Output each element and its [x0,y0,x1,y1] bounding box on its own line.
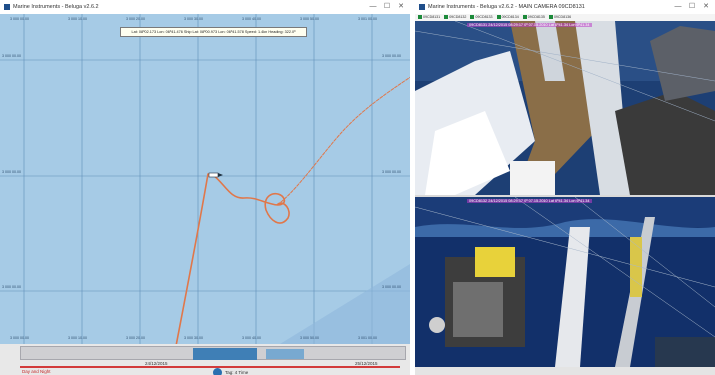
camera-label: 09CD8136 [553,15,572,19]
position-info-box: Lat: 08º02.173 Lon: 06º41.476 Ship Lat: … [120,27,307,37]
timeline-marker-bar [20,366,400,368]
timeline-track[interactable] [20,346,406,360]
camera-toggle[interactable]: 09CD8135 [522,14,545,21]
map-canvas[interactable] [0,14,410,344]
lat-tick-right: 3 000 00.00 [382,170,401,174]
lat-tick-right: 3 000 00.00 [382,285,401,289]
lat-tick-right: 3 000 00.00 [382,54,401,58]
lat-tick: 3 000 00.00 [2,170,21,174]
camera-label: 09CD8134 [501,15,519,19]
camera-feed-top[interactable]: 09CD8131 24/12/2015 08:29:17 0º 07.15.20… [415,21,715,195]
lon-tick: 3 000 00.00 [10,17,29,21]
timeline-knob[interactable] [213,368,222,375]
map-window: Marine Instruments - Beluga v2.6.2 — ☐ ✕ [0,0,410,375]
minimize-button[interactable]: — [369,3,377,10]
map-titlebar: Marine Instruments - Beluga v2.6.2 — ☐ ✕ [0,0,410,15]
checkbox-icon [548,14,553,19]
vessel-track [175,76,410,344]
lon-tick-bottom: 3 000 30.00 [184,336,203,340]
lon-tick: 3 000 40.00 [242,17,261,21]
checkbox-icon [444,14,449,19]
timeline-date-start: 24/12/2015 [145,361,168,366]
lon-tick-bottom: 3 000 50.00 [300,336,319,340]
camera-window: Marine Instruments - Beluga v2.6.2 - MAI… [415,0,715,367]
camera-overlay-text: 09CD8132 24/12/2015 08:29:17 0º 07.15.20… [467,199,592,203]
vessel-icon[interactable] [208,172,223,178]
camera-label: 09CD8135 [527,15,545,19]
timeline-status: Tag: 4 Time [225,370,249,375]
close-button[interactable]: ✕ [398,3,404,10]
checkbox-icon [496,14,501,19]
camera-image-top [415,21,715,195]
camera-window-title: Marine Instruments - Beluga v2.6.2 - MAI… [428,4,585,10]
lat-tick: 3 000 00.00 [2,54,21,58]
camera-toggle[interactable]: 09CD8131 [418,14,440,21]
checkbox-icon [470,14,475,19]
lon-tick: 3 000 20.00 [126,17,145,21]
map-window-title: Marine Instruments - Beluga v2.6.2 [13,4,99,10]
lon-tick: 3 001 00.00 [358,17,377,21]
timeline-panel: 24/12/2015 25/12/2015 Day and Night Tag:… [0,344,410,375]
lon-tick-bottom: 3 001 00.00 [358,336,377,340]
lat-tick: 3 000 00.00 [2,285,21,289]
camera-label: 09CD8132 [449,15,467,19]
camera-toggle[interactable]: 09CD8133 [470,14,493,21]
timeline-selection[interactable] [193,348,257,360]
maximize-button[interactable]: ☐ [688,3,696,10]
map-grid [0,14,410,344]
map-shaded-region [280,264,410,344]
camera-toggle[interactable]: 09CD8134 [496,14,519,21]
camera-overlay-text: 09CD8131 24/12/2015 08:29:17 0º 07.15.20… [467,23,592,27]
checkbox-icon [418,14,422,19]
sea-map[interactable]: 3 000 00.00 3 000 10.00 3 000 20.00 3 00… [0,14,410,344]
camera-image-bottom [415,197,715,367]
timeline-secondary-range [266,349,304,359]
lon-tick-bottom: 3 000 10.00 [68,336,87,340]
camera-toggle[interactable]: 09CD8136 [548,14,572,21]
camera-label: 09CD8133 [475,15,493,19]
app-icon [419,4,425,10]
checkbox-icon [522,14,527,19]
day-night-label: Day and Night [22,369,51,374]
camera-feed-bottom[interactable]: 09CD8132 24/12/2015 08:29:17 0º 07.15.20… [415,197,715,367]
lon-tick: 3 000 30.00 [184,17,203,21]
close-button[interactable]: ✕ [703,3,709,10]
lon-tick: 3 000 50.00 [300,17,319,21]
camera-toolbar: 09CD8131 09CD8132 09CD8133 09CD8134 09CD… [415,14,715,21]
minimize-button[interactable]: — [674,3,682,10]
camera-label: 09CD8131 [423,15,441,19]
camera-status-strip [415,367,715,375]
lon-tick: 3 000 10.00 [68,17,87,21]
camera-toggle[interactable]: 09CD8132 [444,14,466,21]
app-icon [4,4,10,10]
timeline-date-end: 25/12/2015 [355,361,378,366]
lon-tick-bottom: 3 000 40.00 [242,336,261,340]
lon-tick-bottom: 3 000 00.00 [10,336,29,340]
lon-tick-bottom: 3 000 20.00 [126,336,145,340]
camera-titlebar: Marine Instruments - Beluga v2.6.2 - MAI… [415,0,715,15]
maximize-button[interactable]: ☐ [383,3,391,10]
